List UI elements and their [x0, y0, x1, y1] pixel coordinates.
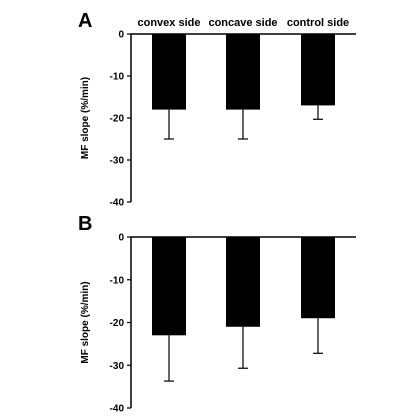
y-tick-label: 0 — [118, 30, 124, 41]
y-tick-label: -10 — [110, 72, 125, 83]
y-tick-label: -20 — [110, 114, 125, 125]
panel-label: A — [78, 10, 92, 32]
bar — [226, 237, 260, 327]
panel-a: A 0 -10 -20 -30 -40 MF slope (%/min) convex sid… — [78, 10, 356, 209]
panel-label: B — [78, 213, 92, 235]
y-tick-label: -10 — [110, 275, 125, 286]
bar — [301, 237, 335, 319]
y-axis-title: MF slope (%/min) — [80, 77, 91, 159]
y-tick-label: -20 — [110, 318, 125, 329]
category-label: control side — [287, 17, 349, 29]
category-label: concave side — [208, 17, 277, 29]
bar — [226, 34, 260, 110]
bar — [152, 34, 186, 110]
y-tick-label: 0 — [118, 233, 124, 244]
category-label: convex side — [138, 17, 201, 29]
y-tick-label: -40 — [110, 404, 125, 415]
bar — [152, 237, 186, 336]
y-tick-label: -40 — [110, 198, 125, 209]
y-tick-label: -30 — [110, 361, 125, 372]
y-axis-title: MF slope (%/min) — [80, 281, 91, 363]
y-tick-label: -30 — [110, 156, 125, 167]
bar — [301, 34, 335, 106]
panel-b: B 0 -10 -20 -30 -40 MF slope (%/min) — [78, 213, 356, 415]
